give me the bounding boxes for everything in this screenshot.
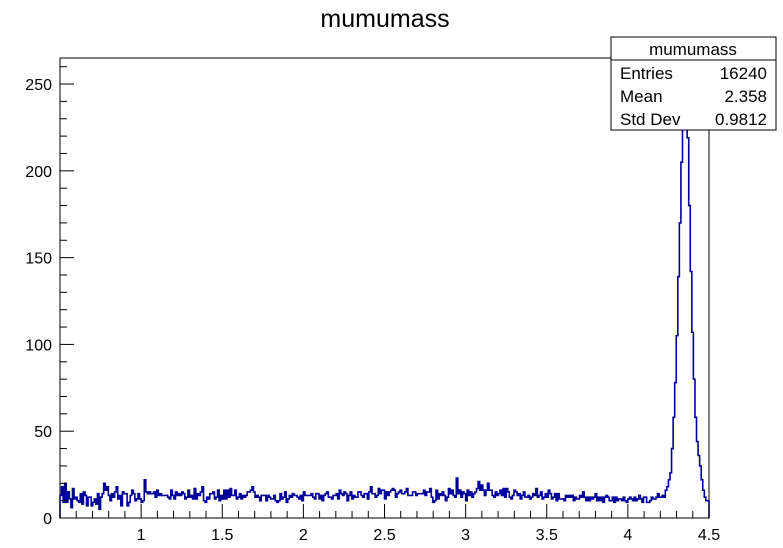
x-tick-label: 1.5 (211, 527, 233, 544)
x-tick-label: 3.5 (536, 527, 558, 544)
x-tick-label: 4.5 (698, 527, 720, 544)
y-tick-label: 250 (25, 77, 52, 94)
stats-stddev-label: Std Dev (620, 110, 681, 129)
y-tick-label: 150 (25, 251, 52, 268)
y-axis: 0 50 100 150 200 250 (25, 66, 74, 528)
x-tick-label: 1 (137, 527, 146, 544)
y-tick-label: 0 (43, 511, 52, 528)
stats-entries-label: Entries (620, 64, 673, 83)
stats-stddev-value: 0.9812 (715, 110, 767, 129)
x-tick-label: 2 (299, 527, 308, 544)
y-tick-label: 50 (34, 424, 52, 441)
y-tick-label: 100 (25, 337, 52, 354)
stats-mean-value: 2.358 (724, 87, 767, 106)
plot-area: 1 1.5 2 2.5 3 3.5 4 4.5 0 50 100 150 200 250 (25, 57, 720, 544)
chart-title: mumumass (320, 5, 449, 33)
x-tick-label: 4 (623, 527, 632, 544)
stats-box-frame (610, 36, 777, 131)
histogram-line (59, 83, 710, 518)
stats-mean-label: Mean (620, 87, 663, 106)
x-tick-label: 3 (461, 527, 470, 544)
y-tick-label: 200 (25, 164, 52, 181)
x-axis: 1 1.5 2 2.5 3 3.5 4 4.5 (59, 504, 720, 544)
stats-entries-value: 16240 (720, 64, 767, 83)
x-tick-label: 2.5 (373, 527, 395, 544)
stats-box-title: mumumass (649, 40, 737, 59)
stats-box: mumumass Entries 16240 Mean 2.358 Std De… (610, 36, 777, 131)
